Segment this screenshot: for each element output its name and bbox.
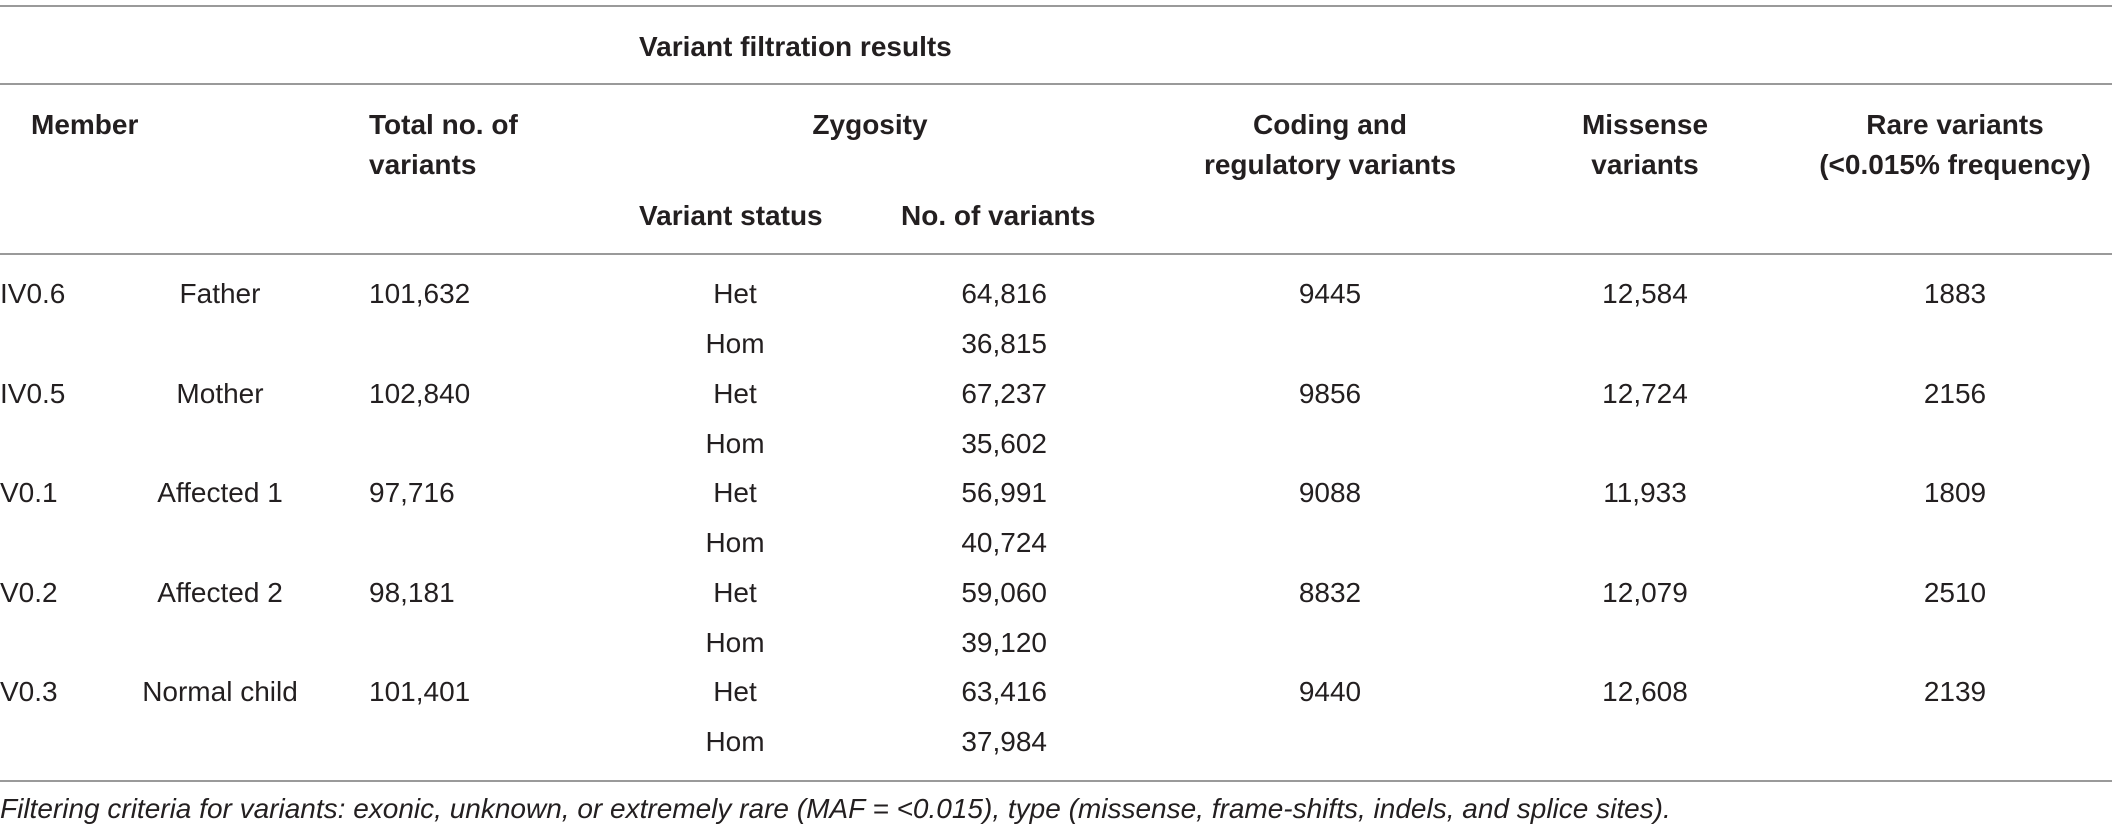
cell-total: 97,716 bbox=[369, 477, 455, 508]
col-header-no-of-variants: No. of variants bbox=[901, 200, 1096, 231]
cell-missense: 12,584 bbox=[1602, 278, 1688, 309]
cell-missense: 12,079 bbox=[1602, 577, 1688, 608]
header-rule bbox=[0, 253, 2112, 255]
cell-hom-count: 39,120 bbox=[961, 627, 1047, 658]
cell-het-count: 64,816 bbox=[961, 278, 1047, 309]
col-header-member: Member bbox=[31, 109, 139, 140]
cell-status-het: Het bbox=[713, 378, 757, 409]
cell-member: Affected 1 bbox=[157, 477, 283, 508]
cell-coding: 8832 bbox=[1298, 577, 1362, 608]
cell-coding: 9445 bbox=[1298, 278, 1362, 309]
col-header-missense-2: variants bbox=[1591, 149, 1699, 180]
cell-het-count: 67,237 bbox=[961, 378, 1047, 409]
cell-status-het: Het bbox=[713, 278, 757, 309]
col-header-coding-2: regulatory variants bbox=[1203, 149, 1457, 180]
col-header-rare-2: (<0.015% frequency) bbox=[1819, 149, 2091, 180]
cell-total: 98,181 bbox=[369, 577, 455, 608]
cell-rare: 2139 bbox=[1923, 676, 1987, 707]
cell-id: IV0.5 bbox=[0, 378, 66, 409]
cell-status-het: Het bbox=[713, 477, 757, 508]
col-header-total-2: variants bbox=[369, 149, 477, 180]
cell-status-hom: Hom bbox=[705, 527, 765, 558]
cell-missense: 12,608 bbox=[1602, 676, 1688, 707]
cell-rare: 2156 bbox=[1923, 378, 1987, 409]
cell-status-het: Het bbox=[713, 577, 757, 608]
cell-missense: 12,724 bbox=[1602, 378, 1688, 409]
cell-total: 101,401 bbox=[369, 676, 471, 707]
cell-status-het: Het bbox=[713, 676, 757, 707]
col-header-rare-1: Rare variants bbox=[1866, 109, 2044, 140]
cell-member: Mother bbox=[176, 378, 264, 409]
cell-id: V0.2 bbox=[0, 577, 58, 608]
cell-het-count: 56,991 bbox=[961, 477, 1047, 508]
cell-status-hom: Hom bbox=[705, 726, 765, 757]
cell-total: 102,840 bbox=[369, 378, 471, 409]
cell-rare: 1883 bbox=[1923, 278, 1987, 309]
group-title: Variant filtration results bbox=[639, 31, 952, 62]
col-header-variant-status: Variant status bbox=[639, 200, 823, 231]
cell-id: V0.1 bbox=[0, 477, 58, 508]
cell-id: IV0.6 bbox=[0, 278, 66, 309]
cell-het-count: 59,060 bbox=[961, 577, 1047, 608]
cell-member: Normal child bbox=[142, 676, 298, 707]
cell-hom-count: 37,984 bbox=[961, 726, 1047, 757]
cell-status-hom: Hom bbox=[705, 428, 765, 459]
cell-coding: 9440 bbox=[1298, 676, 1362, 707]
col-header-total-1: Total no. of bbox=[369, 109, 518, 140]
cell-member: Affected 2 bbox=[157, 577, 283, 608]
cell-hom-count: 35,602 bbox=[961, 428, 1047, 459]
cell-total: 101,632 bbox=[369, 278, 471, 309]
cell-missense: 11,933 bbox=[1603, 477, 1687, 508]
col-header-missense-1: Missense bbox=[1581, 109, 1709, 140]
cell-hom-count: 36,815 bbox=[961, 328, 1047, 359]
top-rule bbox=[0, 5, 2112, 7]
cell-status-hom: Hom bbox=[705, 328, 765, 359]
bottom-rule bbox=[0, 780, 2112, 782]
cell-het-count: 63,416 bbox=[961, 676, 1047, 707]
cell-coding: 9088 bbox=[1298, 477, 1362, 508]
cell-rare: 1809 bbox=[1923, 477, 1987, 508]
cell-status-hom: Hom bbox=[705, 627, 765, 658]
col-header-zygosity: Zygosity bbox=[812, 109, 928, 140]
cell-id: V0.3 bbox=[0, 676, 58, 707]
col-header-coding-1: Coding and bbox=[1253, 109, 1407, 140]
cell-hom-count: 40,724 bbox=[961, 527, 1047, 558]
cell-member: Father bbox=[179, 278, 261, 309]
cell-rare: 2510 bbox=[1923, 577, 1987, 608]
group-rule bbox=[0, 83, 2112, 85]
cell-coding: 9856 bbox=[1298, 378, 1362, 409]
footnote: Filtering criteria for variants: exonic,… bbox=[0, 793, 1671, 824]
